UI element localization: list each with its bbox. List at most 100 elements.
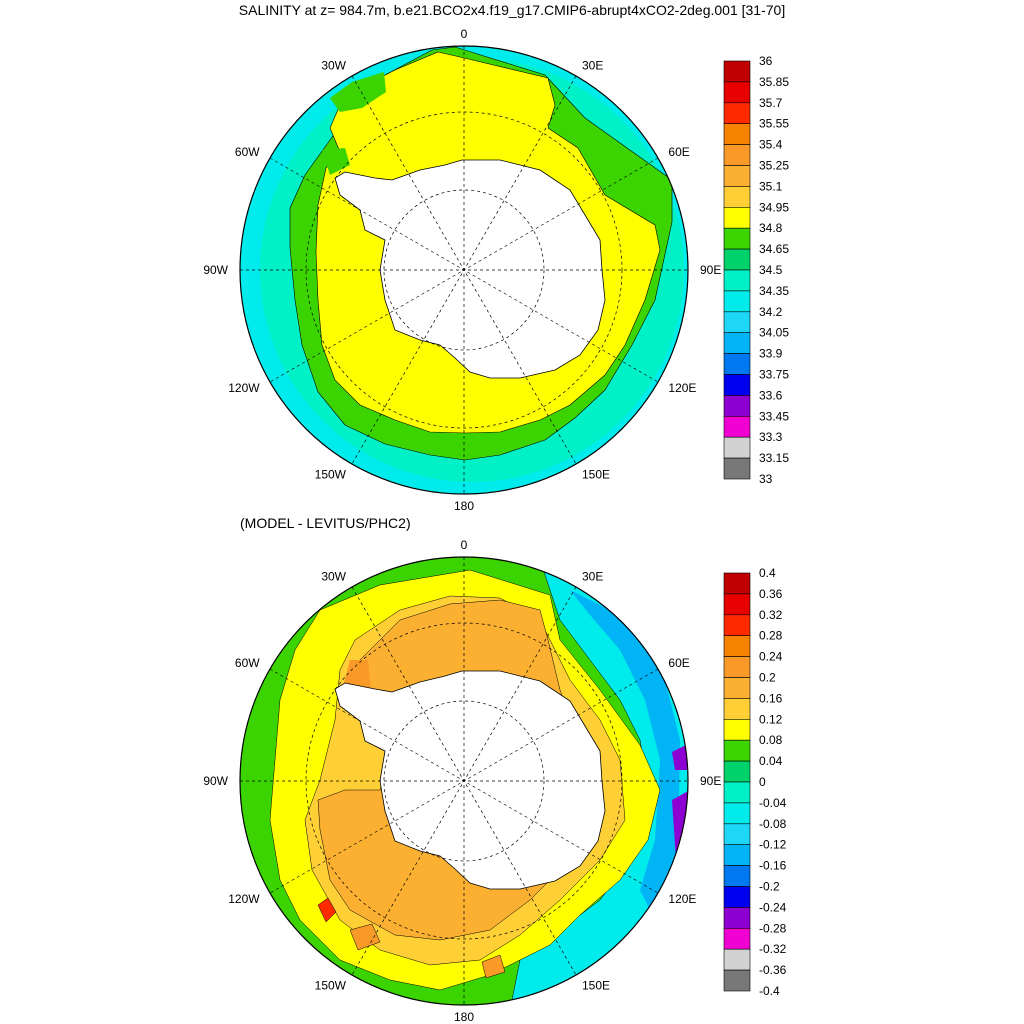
colorbar-swatch: [723, 332, 751, 354]
colorbar-swatch: [723, 927, 751, 950]
colorbar-label: 0.04: [759, 754, 783, 768]
colorbar-swatch: [723, 886, 751, 908]
difference-purple-patch-2: [672, 744, 688, 770]
colorbar-label: 33.75: [759, 368, 789, 382]
figure-title: SALINITY at z= 984.7m, b.e21.BCO2x4.f19_…: [238, 2, 786, 18]
difference-map-border: [239, 556, 689, 1006]
colorbar-swatch: [723, 123, 751, 145]
longitude-label: 0: [461, 538, 468, 552]
colorbar-label: -0.08: [759, 817, 787, 831]
colorbar-label: 34.95: [759, 200, 789, 214]
colorbar-swatch: [723, 677, 751, 699]
difference-longitude-labels: 0 30E 60E 90E 120E 150E 180 150W 120W 90W 60W 30W: [203, 538, 721, 1024]
colorbar-label: 33.3: [759, 430, 783, 444]
longitude-label: 150W: [315, 467, 347, 481]
colorbar-label: 0.08: [759, 733, 783, 747]
colorbar-label: 34.2: [759, 305, 783, 319]
salinity-map-border: [239, 45, 689, 495]
colorbar-label: -0.36: [759, 963, 787, 977]
colorbar-label: 0.12: [759, 712, 783, 726]
longitude-label: 150E: [582, 978, 610, 992]
colorbar-swatch: [723, 593, 751, 616]
longitude-label: 120W: [228, 381, 260, 395]
colorbar-swatch: [723, 290, 751, 313]
longitude-label: 90W: [203, 263, 228, 277]
colorbar-swatch: [723, 311, 751, 333]
longitude-label: 60E: [668, 145, 689, 159]
colorbar-label: 34.5: [759, 263, 783, 277]
colorbar-label: -0.16: [759, 859, 787, 873]
colorbar-label: 34.35: [759, 284, 789, 298]
longitude-label: 90E: [700, 263, 721, 277]
colorbar-swatch: [723, 186, 751, 208]
salinity-map: 0 30E 60E 90E 120E 150E 180 150W 120W 90W 60W 30W 3…: [203, 27, 789, 513]
longitude-label: 30W: [321, 570, 346, 584]
colorbar-swatch: [723, 353, 751, 375]
salinity-longitude-labels: 0 30E 60E 90E 120E 150E 180 150W 120W 90W 60W 30W: [203, 27, 721, 513]
colorbar-swatch: [723, 374, 751, 396]
longitude-label: 60W: [235, 145, 260, 159]
colorbar-label: 34.05: [759, 326, 789, 340]
colorbar-label: -0.4: [759, 984, 780, 998]
colorbar-label: 35.25: [759, 159, 789, 173]
colorbar-swatch: [723, 415, 751, 438]
colorbar-swatch: [723, 948, 751, 971]
longitude-label: 150E: [582, 467, 610, 481]
salinity-green-patch-30w: [330, 72, 386, 112]
colorbar-label: 35.4: [759, 138, 783, 152]
longitude-label: 180: [454, 1010, 474, 1024]
colorbar-swatch: [723, 614, 751, 636]
colorbar-swatch: [723, 865, 751, 887]
salinity-graticule: [240, 46, 688, 494]
colorbar-swatch: [723, 165, 751, 187]
longitude-label: 120E: [668, 381, 696, 395]
colorbar-swatch: [723, 457, 751, 480]
colorbar-label: 0.4: [759, 566, 776, 580]
salinity-colorbar: 36 35.85 35.7 35.55 35.4 35.25 35.1 34.95 34.8 34…: [723, 54, 789, 486]
colorbar-swatch: [723, 802, 751, 825]
longitude-label: 120E: [668, 892, 696, 906]
longitude-label: 90E: [700, 774, 721, 788]
colorbar-swatch: [723, 656, 751, 678]
colorbar-label: -0.12: [759, 838, 787, 852]
colorbar-label: 35.1: [759, 179, 783, 193]
longitude-label: 60E: [668, 656, 689, 670]
difference-subtitle: (MODEL - LEVITUS/PHC2): [240, 515, 411, 531]
longitude-label: 120W: [228, 892, 260, 906]
colorbar-swatch: [723, 760, 751, 783]
difference-colorbar: 0.4 0.36 0.32 0.28 0.24 0.2 0.16 0.12 0.08 0.04 0 -…: [723, 566, 787, 998]
colorbar-label: 33.45: [759, 409, 789, 423]
colorbar-swatch: [723, 969, 751, 992]
colorbar-swatch: [723, 207, 751, 229]
difference-blue-region: [570, 590, 680, 910]
colorbar-label: -0.24: [759, 900, 787, 914]
longitude-label: 90W: [203, 774, 228, 788]
salinity-field: [240, 46, 688, 494]
longitude-label: 180: [454, 499, 474, 513]
colorbar-label: 36: [759, 54, 773, 68]
colorbar-swatch: [723, 698, 751, 720]
longitude-label: 150W: [315, 978, 347, 992]
colorbar-swatch: [723, 395, 751, 417]
colorbar-swatch: [723, 144, 751, 166]
difference-red-patch: [317, 897, 337, 923]
colorbar-label: 0.36: [759, 587, 783, 601]
colorbar-label: 33.9: [759, 347, 783, 361]
colorbar-label: 0.2: [759, 671, 776, 685]
difference-field: [240, 557, 688, 1005]
colorbar-swatch: [723, 81, 751, 104]
colorbar-swatch: [723, 823, 751, 845]
longitude-label: 30W: [321, 59, 346, 73]
longitude-label: 30E: [582, 59, 603, 73]
colorbar-swatch: [723, 572, 751, 595]
colorbar-swatch: [723, 227, 751, 250]
colorbar-label: 0.24: [759, 650, 783, 664]
colorbar-label: -0.28: [759, 921, 787, 935]
longitude-label: 60W: [235, 656, 260, 670]
difference-map: 0 30E 60E 90E 120E 150E 180 150W 120W 90W 60W 30W 0…: [203, 538, 786, 1024]
difference-dark-patch-1: [349, 923, 381, 951]
colorbar-label: 34.8: [759, 221, 783, 235]
colorbar-label: 33.6: [759, 388, 783, 402]
